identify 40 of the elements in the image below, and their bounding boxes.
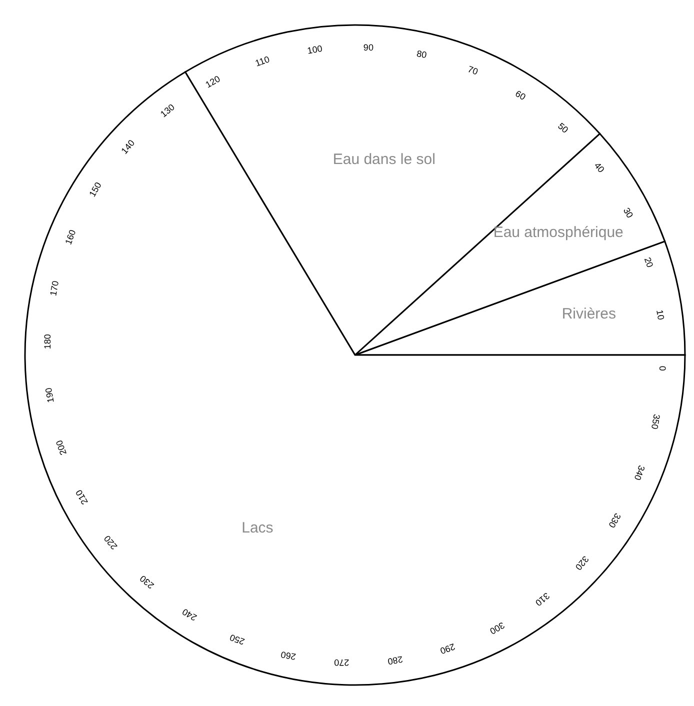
text: 320 [573, 554, 591, 572]
text: 150 [87, 180, 104, 199]
text: 340 [632, 464, 647, 482]
text: 280 [386, 654, 404, 667]
text: 270 [334, 658, 350, 668]
text: 250 [228, 632, 246, 647]
text: 140 [119, 138, 137, 156]
text: 40 [592, 160, 606, 175]
text: 180 [42, 334, 52, 350]
text: 120 [204, 74, 222, 90]
text: 170 [48, 280, 61, 297]
text: 290 [438, 641, 456, 656]
slice-label: Eau dans le sol [332, 151, 436, 168]
text: 70 [466, 64, 480, 77]
slice-label: Lacs [242, 519, 274, 536]
text: 0 [658, 366, 668, 371]
text: 220 [102, 534, 120, 552]
slice-label: Rivières [562, 305, 616, 322]
text: 20 [642, 256, 656, 269]
text: 160 [63, 228, 78, 246]
text: 300 [488, 620, 506, 636]
text: 200 [54, 438, 69, 456]
slice-label: Eau atmosphérique [493, 224, 624, 242]
text: 10 [654, 309, 666, 321]
text: 350 [649, 413, 662, 430]
text: 80 [416, 48, 428, 60]
text: 90 [363, 42, 374, 52]
text: 110 [254, 54, 271, 68]
text: 330 [606, 511, 623, 530]
text: 210 [74, 488, 90, 506]
text: 100 [306, 43, 324, 56]
text: 30 [621, 206, 636, 220]
text: 260 [280, 649, 297, 662]
text: 50 [556, 120, 570, 135]
text: 190 [43, 386, 56, 404]
text: 60 [514, 88, 528, 102]
text: 310 [534, 590, 552, 608]
text: 130 [158, 102, 176, 120]
text: 230 [138, 573, 156, 591]
text: 240 [180, 606, 199, 623]
